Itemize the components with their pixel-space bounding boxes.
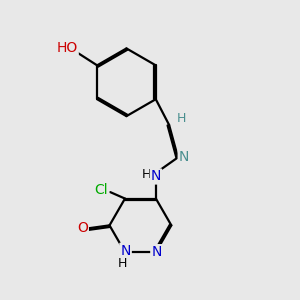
Text: N: N xyxy=(151,245,162,259)
Text: H: H xyxy=(118,257,127,270)
Text: N: N xyxy=(151,169,161,184)
Text: O: O xyxy=(77,221,88,235)
Text: H: H xyxy=(177,112,186,125)
Text: N: N xyxy=(179,150,189,164)
Text: H: H xyxy=(142,168,151,181)
Text: N: N xyxy=(120,244,131,258)
Text: Cl: Cl xyxy=(94,183,108,197)
Text: HO: HO xyxy=(56,41,78,55)
